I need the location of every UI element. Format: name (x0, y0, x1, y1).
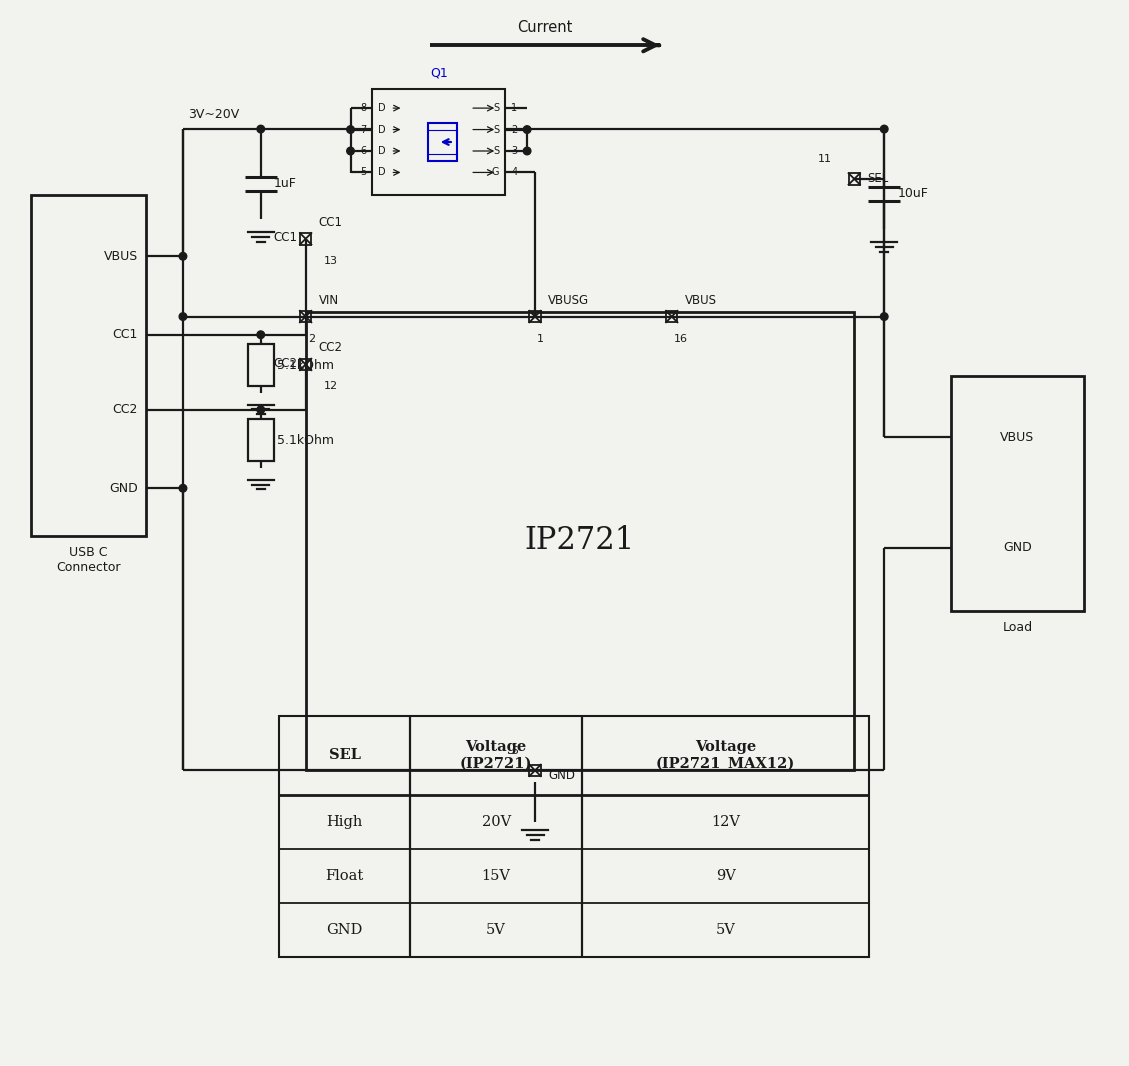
Text: GND: GND (326, 923, 362, 937)
Bar (530, 311, 541, 322)
Text: 2: 2 (307, 334, 315, 343)
Text: IP2721: IP2721 (525, 526, 636, 556)
Text: 5V: 5V (487, 923, 506, 937)
Text: 3: 3 (511, 146, 517, 156)
Text: GND: GND (1003, 542, 1032, 554)
Text: 7: 7 (360, 125, 367, 134)
Text: CC1: CC1 (318, 215, 342, 229)
Text: 5.1kOhm: 5.1kOhm (277, 434, 334, 447)
Bar (300, 358, 312, 370)
Text: VBUS: VBUS (684, 293, 717, 307)
Circle shape (347, 147, 355, 155)
Text: 9V: 9V (716, 869, 735, 883)
Text: 2: 2 (511, 125, 517, 134)
Text: High: High (326, 815, 362, 829)
Bar (306, 311, 855, 771)
Text: 16: 16 (674, 334, 688, 343)
Text: 8: 8 (360, 103, 367, 113)
Text: Current: Current (517, 20, 572, 35)
Text: USB C
Connector: USB C Connector (56, 546, 121, 574)
Bar (247, 419, 273, 462)
Circle shape (881, 312, 889, 321)
Circle shape (881, 126, 889, 133)
Text: 10uF: 10uF (898, 188, 928, 200)
Text: D: D (378, 167, 386, 177)
Text: Q1: Q1 (430, 66, 448, 79)
Circle shape (524, 147, 531, 155)
Bar (247, 344, 273, 386)
Text: Voltage
(IP2721): Voltage (IP2721) (460, 740, 533, 771)
Text: CC1: CC1 (113, 328, 138, 341)
Circle shape (257, 330, 264, 339)
Text: S: S (493, 125, 499, 134)
Circle shape (180, 312, 186, 321)
Bar (428, 123, 457, 161)
Circle shape (257, 406, 264, 414)
Text: 13: 13 (324, 256, 338, 265)
Text: CC2: CC2 (273, 357, 298, 370)
Text: GND: GND (110, 482, 138, 495)
Text: 1uF: 1uF (273, 177, 297, 191)
Circle shape (347, 126, 355, 133)
Circle shape (524, 126, 531, 133)
Circle shape (180, 484, 186, 492)
Bar (530, 764, 541, 776)
Bar (300, 311, 312, 322)
Text: D: D (378, 146, 386, 156)
Bar (666, 311, 677, 322)
Text: 3V~20V: 3V~20V (187, 108, 239, 122)
Text: VIN: VIN (318, 293, 339, 307)
Text: 1: 1 (537, 334, 544, 343)
Text: Float: Float (325, 869, 364, 883)
Text: CC2: CC2 (113, 403, 138, 417)
Text: 15V: 15V (482, 869, 510, 883)
Text: 1: 1 (511, 103, 517, 113)
Text: VBUS: VBUS (104, 249, 138, 263)
Text: 5.1kOhm: 5.1kOhm (277, 358, 334, 372)
Circle shape (257, 126, 264, 133)
Text: 20V: 20V (482, 815, 510, 829)
Bar (373, 90, 505, 195)
Text: SEL: SEL (867, 173, 889, 185)
Bar (300, 233, 312, 244)
Text: 4: 4 (511, 167, 517, 177)
Text: D: D (378, 125, 386, 134)
Text: SEL: SEL (329, 748, 360, 762)
Text: 12: 12 (324, 382, 338, 391)
Text: D: D (378, 103, 386, 113)
Text: CC1: CC1 (273, 231, 298, 244)
Circle shape (180, 253, 186, 260)
Bar (951, 376, 1084, 611)
Text: 11: 11 (817, 154, 831, 164)
Text: 5V: 5V (716, 923, 735, 937)
Bar (849, 173, 860, 184)
Text: Load: Load (1003, 620, 1032, 634)
Text: G: G (491, 167, 499, 177)
Text: CC2: CC2 (318, 341, 342, 355)
Text: Voltage
(IP2721_MAX12): Voltage (IP2721_MAX12) (656, 740, 795, 771)
Text: 5: 5 (511, 746, 518, 757)
Bar (32, 195, 146, 536)
Text: VBUSG: VBUSG (548, 293, 589, 307)
Text: 12V: 12V (711, 815, 741, 829)
Text: VBUS: VBUS (1000, 431, 1034, 443)
Text: S: S (493, 146, 499, 156)
Text: GND: GND (548, 769, 575, 781)
Text: 5: 5 (360, 167, 367, 177)
Text: 6: 6 (360, 146, 367, 156)
Text: S: S (493, 103, 499, 113)
Bar (279, 715, 869, 957)
